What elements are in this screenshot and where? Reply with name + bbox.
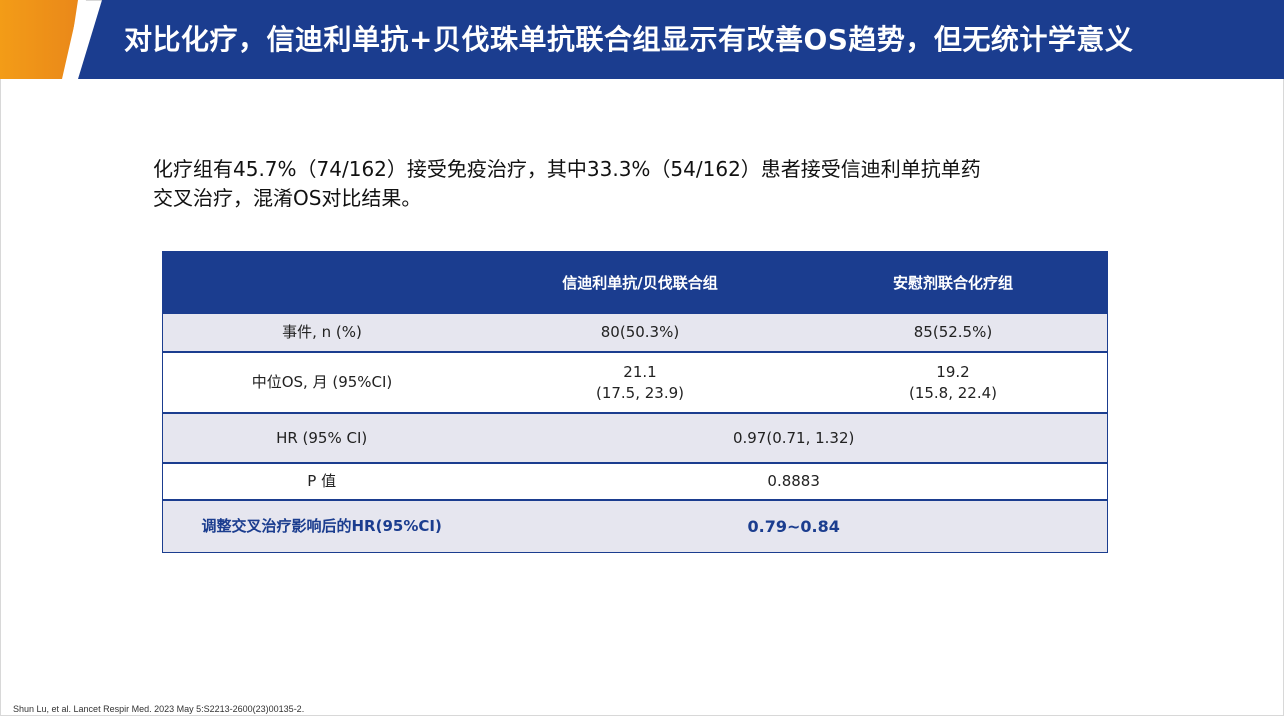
median-os-placebo-ci: (15.8, 22.4)	[908, 383, 998, 402]
events-placebo-value: 85(52.5%)	[913, 323, 993, 341]
lead-line-1: 化疗组有45.7%（74/162）接受免疫治疗，其中33.3%（54/162）患…	[153, 157, 981, 181]
reference-citation: Shun Lu, et al. Lancet Respir Med. 2023 …	[13, 704, 305, 714]
adjusted-hr-label: 调整交叉治疗影响后的HR(95%CI)	[201, 517, 442, 535]
median-os-label: 中位OS, 月 (95%CI)	[251, 373, 393, 391]
p-label: P 值	[307, 472, 337, 490]
title-bar	[78, 0, 1284, 79]
header-cell-combo-group: 信迪利单抗/贝伐联合组	[562, 273, 718, 292]
p-value: 0.8883	[767, 472, 820, 490]
header-cell-placebo-group: 安慰剂联合化疗组	[892, 273, 1013, 292]
table-row-median-os: 中位OS, 月 (95%CI) 21.1 (17.5, 23.9) 19.2 (…	[163, 353, 1107, 414]
slide-title: 对比化疗，信迪利单抗+贝伐珠单抗联合组显示有改善OS趋势，但无统计学意义	[124, 23, 1134, 56]
events-label: 事件, n (%)	[282, 323, 362, 341]
table-row-adjusted-hr: 调整交叉治疗影响后的HR(95%CI) 0.79~0.84	[163, 501, 1107, 552]
median-os-placebo: 19.2 (15.8, 22.4)	[799, 362, 1107, 404]
hr-label: HR (95% CI)	[276, 428, 368, 447]
hr-value: 0.97(0.71, 1.32)	[732, 428, 855, 447]
median-os-combo: 21.1 (17.5, 23.9)	[481, 362, 799, 404]
table-row-hr: HR (95% CI) 0.97(0.71, 1.32)	[163, 414, 1107, 464]
table-row-p-value: P 值 0.8883	[163, 464, 1107, 501]
lead-paragraph: 化疗组有45.7%（74/162）接受免疫治疗，其中33.3%（54/162）患…	[153, 155, 1133, 213]
lead-line-2: 交叉治疗，混淆OS对比结果。	[153, 186, 422, 210]
table-header-row: 信迪利单抗/贝伐联合组 安慰剂联合化疗组	[163, 252, 1107, 314]
table-row-events: 事件, n (%) 80(50.3%) 85(52.5%)	[163, 314, 1107, 353]
events-combo-value: 80(50.3%)	[600, 323, 680, 341]
median-os-combo-ci: (17.5, 23.9)	[595, 383, 685, 402]
median-os-combo-value: 21.1	[623, 362, 657, 381]
adjusted-hr-value: 0.79~0.84	[747, 517, 840, 536]
median-os-placebo-value: 19.2	[936, 362, 970, 381]
results-table: 信迪利单抗/贝伐联合组 安慰剂联合化疗组 事件, n (%) 80(50.3%)…	[162, 251, 1108, 553]
